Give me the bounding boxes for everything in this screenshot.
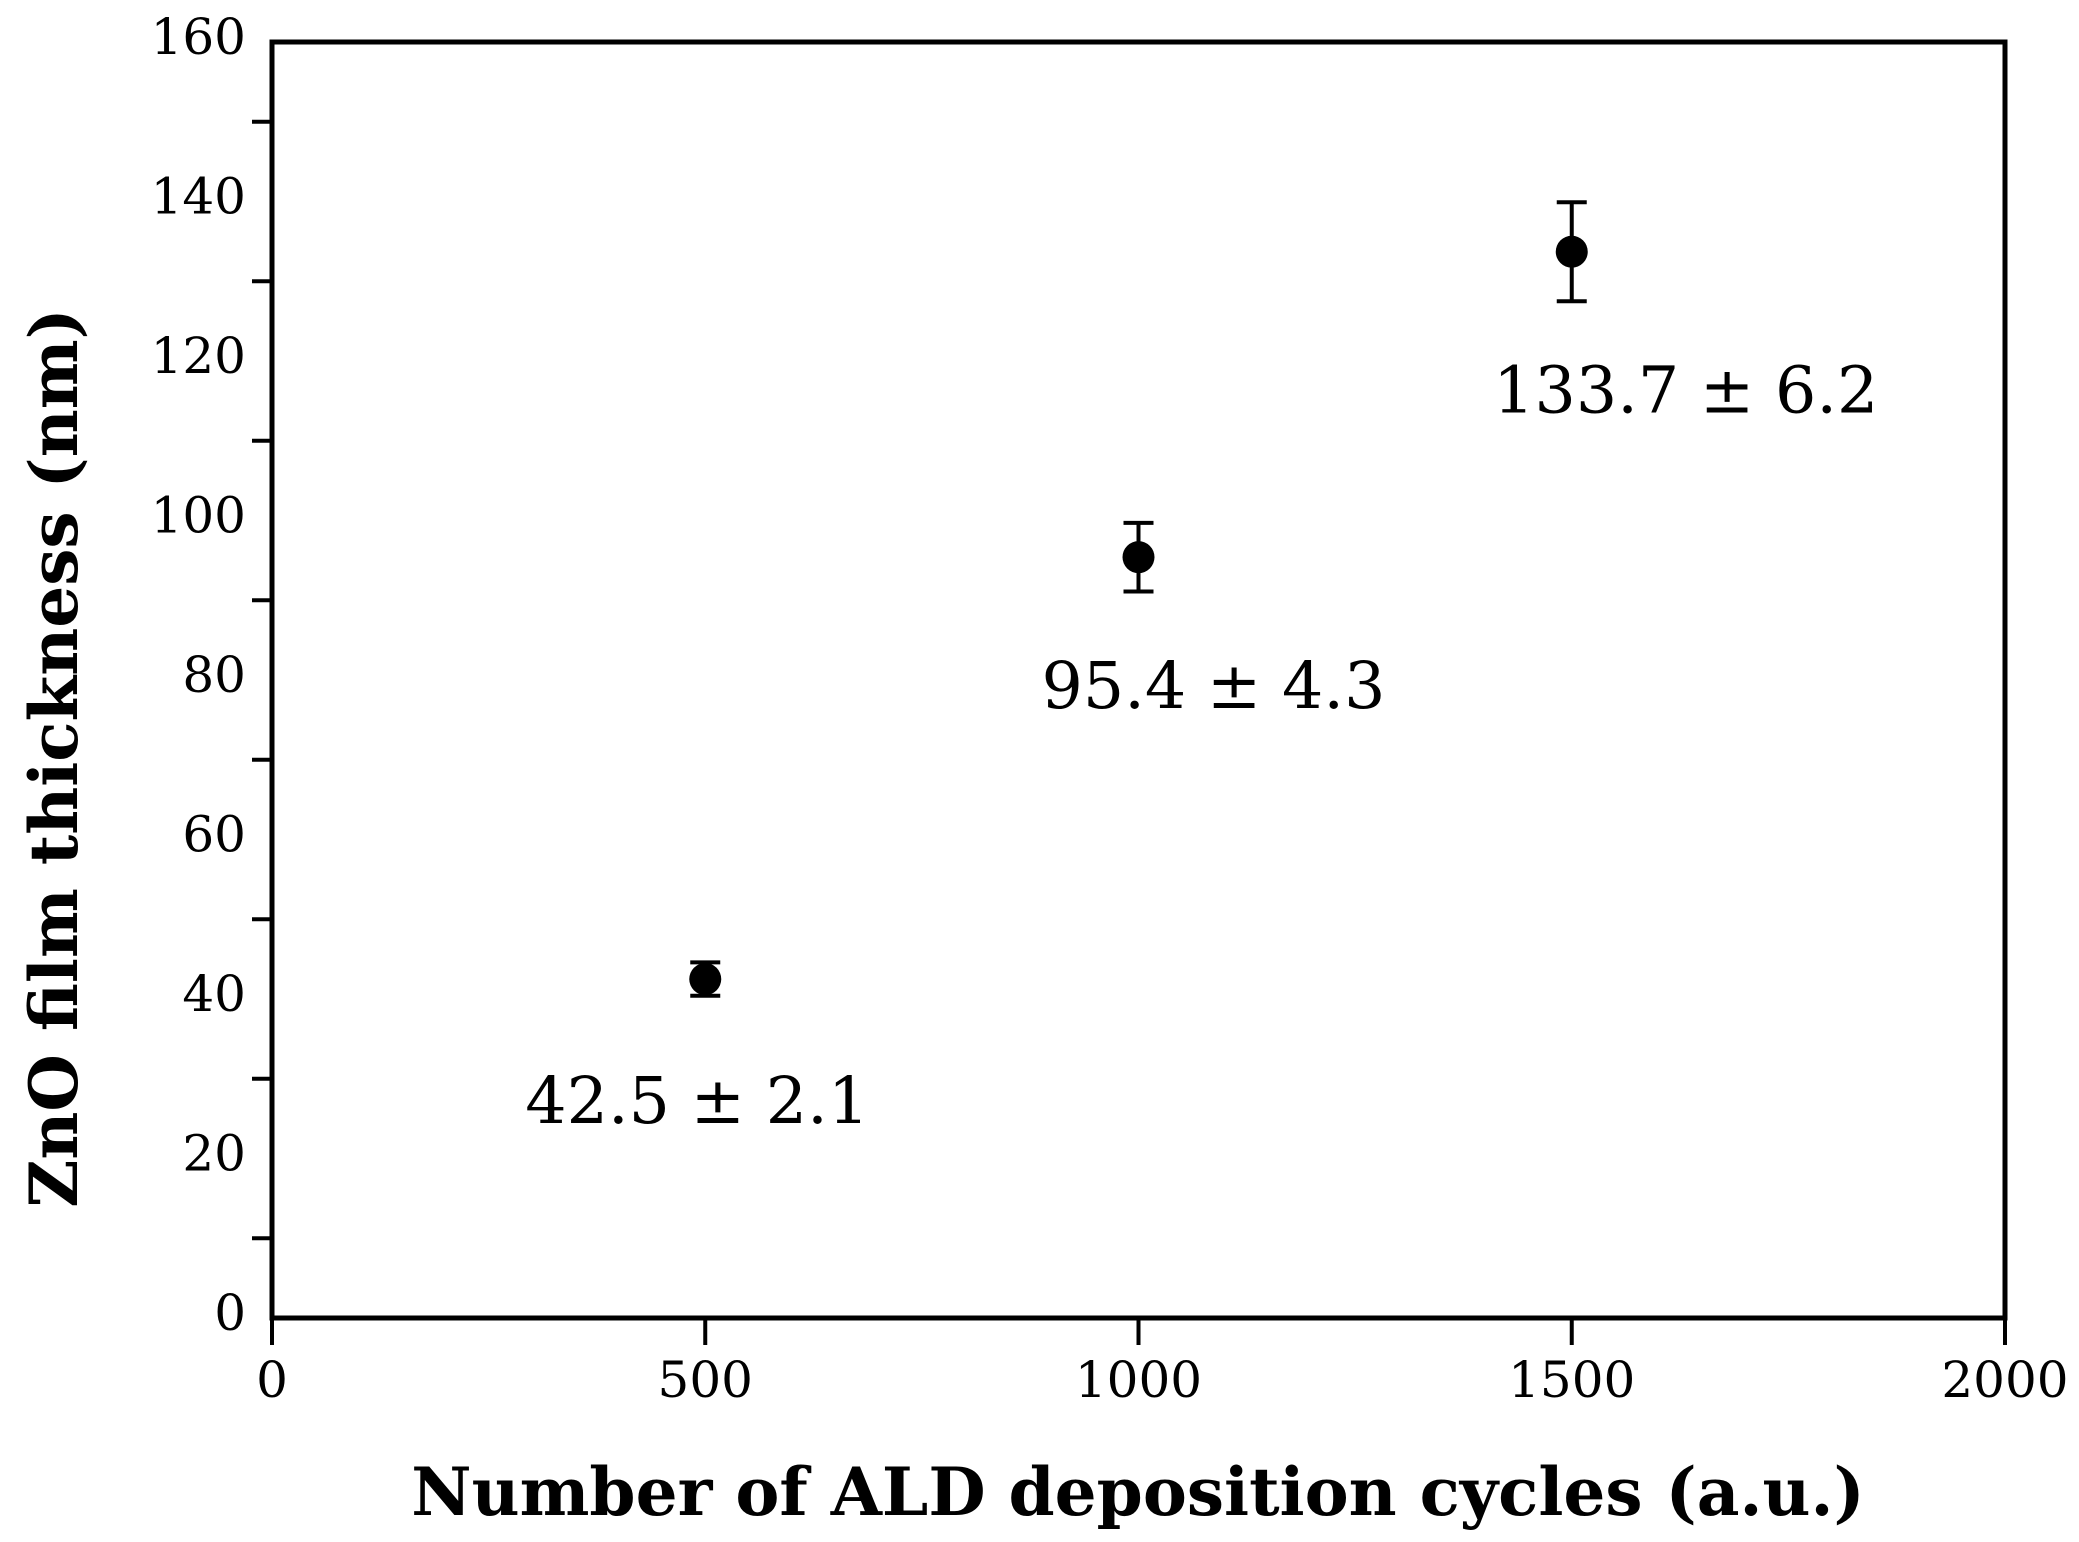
data-point-marker: [1555, 235, 1588, 268]
x-tick-label: 500: [658, 1351, 753, 1409]
y-tick-label: 140: [151, 168, 246, 226]
data-point-value-label: 42.5 ± 2.1: [525, 1064, 869, 1139]
x-tick-label: 2000: [1941, 1351, 2068, 1409]
y-tick-label: 60: [182, 806, 246, 864]
data-point-value-label: 95.4 ± 4.3: [1042, 649, 1386, 724]
y-tick-label: 40: [182, 965, 246, 1023]
y-axis-title: ZnO film thickness (nm): [15, 308, 93, 1208]
x-tick-label: 0: [256, 1351, 288, 1409]
y-tick-label: 160: [151, 8, 246, 66]
y-tick-label: 120: [151, 327, 246, 385]
x-tick-label: 1000: [1075, 1351, 1202, 1409]
y-tick-label: 100: [151, 487, 246, 545]
data-point-marker: [1122, 541, 1155, 574]
y-tick-label: 20: [182, 1125, 246, 1183]
data-point-value-label: 133.7 ± 6.2: [1493, 354, 1878, 429]
x-tick-label: 1500: [1508, 1351, 1635, 1409]
data-point-marker: [689, 963, 722, 996]
y-tick-label: 80: [182, 646, 246, 704]
y-tick-label: 0: [214, 1284, 246, 1342]
x-axis-title: Number of ALD deposition cycles (a.u.): [411, 1453, 1864, 1531]
